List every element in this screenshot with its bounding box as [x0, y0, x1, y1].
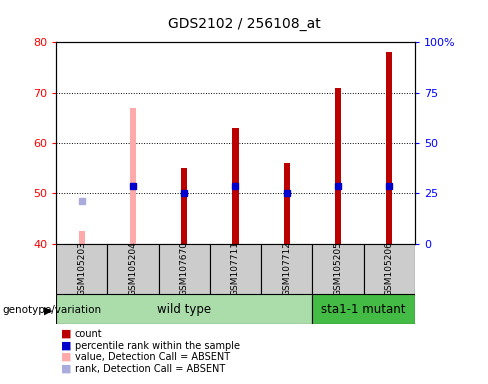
- Bar: [56, 244, 107, 294]
- Bar: [312, 244, 364, 294]
- Text: sta1-1 mutant: sta1-1 mutant: [321, 303, 406, 316]
- Bar: [284, 163, 290, 244]
- Text: GSM105204: GSM105204: [128, 242, 138, 296]
- Text: ■: ■: [61, 341, 72, 351]
- Text: GSM107670: GSM107670: [180, 241, 189, 296]
- Text: GSM105203: GSM105203: [77, 242, 86, 296]
- Bar: [335, 88, 341, 244]
- Text: GSM105206: GSM105206: [385, 242, 394, 296]
- Bar: [107, 244, 159, 294]
- Text: ■: ■: [61, 329, 72, 339]
- Bar: [261, 244, 312, 294]
- Text: value, Detection Call = ABSENT: value, Detection Call = ABSENT: [75, 352, 230, 362]
- Bar: [386, 52, 392, 244]
- Bar: [159, 244, 210, 294]
- Text: GSM107712: GSM107712: [282, 242, 291, 296]
- Text: GSM105205: GSM105205: [333, 242, 343, 296]
- Text: count: count: [75, 329, 102, 339]
- Bar: [181, 168, 187, 244]
- Bar: [210, 244, 261, 294]
- Text: ■: ■: [61, 364, 72, 374]
- Bar: [312, 294, 415, 324]
- Text: percentile rank within the sample: percentile rank within the sample: [75, 341, 240, 351]
- Bar: [56, 294, 312, 324]
- Bar: [232, 128, 239, 244]
- Text: genotype/variation: genotype/variation: [2, 305, 102, 315]
- Text: ▶: ▶: [44, 305, 53, 315]
- Text: GDS2102 / 256108_at: GDS2102 / 256108_at: [167, 17, 321, 31]
- Text: wild type: wild type: [157, 303, 211, 316]
- Bar: [364, 244, 415, 294]
- Text: GSM107711: GSM107711: [231, 241, 240, 296]
- Text: ■: ■: [61, 352, 72, 362]
- Bar: [79, 231, 85, 244]
- Bar: [130, 108, 136, 244]
- Text: rank, Detection Call = ABSENT: rank, Detection Call = ABSENT: [75, 364, 225, 374]
